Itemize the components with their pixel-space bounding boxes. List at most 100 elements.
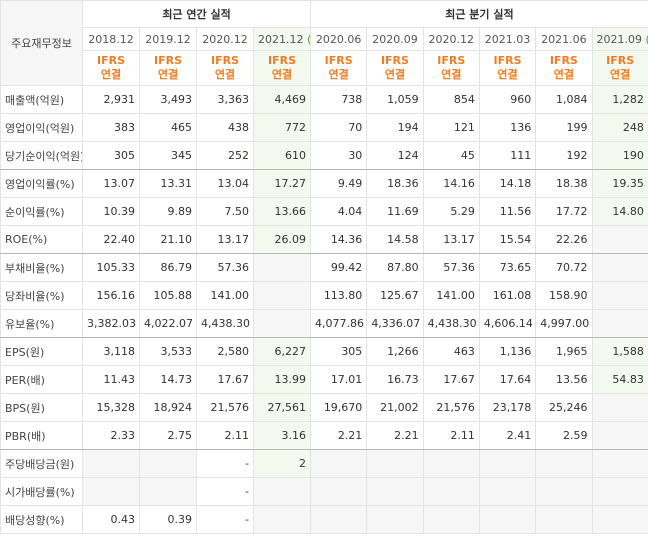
period-header: 2020.12	[196, 27, 254, 51]
value-cell: 15.54	[478, 225, 537, 254]
value-cell	[535, 505, 593, 534]
value-cell: 199	[535, 113, 593, 142]
basis-label: IFRS	[268, 54, 296, 67]
value-cell	[591, 309, 648, 338]
row-label: 영업이익(억원)	[0, 113, 83, 142]
value-cell	[591, 505, 648, 534]
value-cell: 22.40	[82, 225, 140, 254]
row-label: 당좌비율(%)	[0, 281, 83, 310]
value-cell: 105.33	[82, 253, 140, 282]
value-cell	[422, 449, 480, 478]
basis-label: 연결	[384, 68, 406, 81]
basis-label: 연결	[157, 68, 179, 81]
value-cell: 13.31	[139, 169, 197, 198]
value-cell: 3,382.03	[82, 309, 140, 338]
value-cell	[310, 505, 368, 534]
period-label: 2018.12	[88, 32, 134, 46]
value-cell: 4,997.00	[535, 309, 593, 338]
basis-label: IFRS	[324, 54, 353, 67]
basis-header: IFRS 연결	[139, 50, 197, 86]
value-cell: 14.16	[422, 169, 480, 198]
basis-label: 연결	[328, 68, 349, 81]
value-cell: 25,246	[535, 393, 593, 422]
row-label: 당기순이익(억원)	[0, 141, 83, 170]
value-cell: 2.33	[82, 421, 140, 450]
value-cell: 960	[478, 85, 537, 114]
value-cell: 13.56	[535, 365, 593, 394]
period-header: 2018.12	[82, 27, 140, 51]
data-row: 매출액(억원) 2,931 3,493 3,363 4,469 738 1,059 854 96…	[0, 85, 648, 114]
value-cell: 7.50	[196, 197, 254, 226]
data-row: 당좌비율(%) 156.16 105.88 141.00 113.80 125.67 141…	[0, 281, 648, 310]
value-cell	[591, 253, 648, 282]
value-cell: 21,002	[366, 393, 424, 422]
row-label: 시가배당률(%)	[0, 477, 83, 506]
value-cell: 57.36	[422, 253, 480, 282]
value-cell: 9.89	[139, 197, 197, 226]
value-cell	[591, 449, 648, 478]
value-cell: -	[196, 449, 254, 478]
value-cell: 57.36	[196, 253, 254, 282]
value-cell: 73.65	[478, 253, 537, 282]
value-cell: 21,576	[422, 393, 480, 422]
row-label: BPS(원)	[0, 393, 83, 422]
value-cell: 13.17	[196, 225, 254, 254]
value-cell	[591, 281, 648, 310]
value-cell	[478, 505, 537, 534]
value-cell: 9.49	[310, 169, 368, 198]
data-row: 배당성향(%) 0.43 0.39-	[0, 505, 648, 534]
value-cell: 161.08	[478, 281, 537, 310]
period-label: 2021.09	[596, 32, 643, 46]
row-label: 주당배당금(원)	[0, 449, 83, 478]
group-header: 최근 분기 실적	[310, 0, 648, 28]
basis-label: IFRS	[606, 54, 635, 67]
value-cell: 438	[196, 113, 254, 142]
value-cell: 54.83	[591, 365, 648, 394]
value-cell: 14.58	[366, 225, 424, 254]
value-cell	[366, 449, 424, 478]
value-cell: 3,118	[82, 337, 140, 366]
value-cell: 190	[591, 141, 648, 170]
value-cell	[422, 505, 480, 534]
data-row: 순이익률(%) 10.39 9.89 7.50 13.66 4.04 11.69 5.29 11…	[0, 197, 648, 226]
value-cell: 4,606.14	[478, 309, 537, 338]
value-cell: 17.67	[196, 365, 254, 394]
basis-header: IFRS 연결	[478, 50, 537, 86]
data-row: 주당배당금(원) -2	[0, 449, 648, 478]
basis-label: IFRS	[154, 54, 182, 67]
value-cell: 345	[139, 141, 197, 170]
value-cell: 19.35	[591, 169, 648, 198]
estimate-mark: (E)	[646, 33, 648, 46]
value-cell	[252, 281, 312, 310]
value-cell: 113.80	[310, 281, 368, 310]
value-cell: 17.27	[252, 169, 312, 198]
value-cell	[535, 477, 593, 506]
basis-row: IFRS 연결 IFRS 연결 IFRS 연결 IFRS 연결 IFRS 연결 IFRS 연결 IFRS…	[1, 50, 648, 86]
value-cell: 610	[252, 141, 312, 170]
row-label: 영업이익률(%)	[0, 169, 83, 198]
basis-header: IFRS 연결	[591, 50, 648, 86]
basis-header: IFRS 연결	[422, 50, 480, 86]
value-cell: 2.11	[422, 421, 480, 450]
value-cell: 141.00	[196, 281, 254, 310]
value-cell: 11.69	[366, 197, 424, 226]
value-cell: 23,178	[478, 393, 537, 422]
basis-label: 연결	[497, 68, 518, 81]
basis-label: IFRS	[97, 54, 125, 67]
value-cell: 26.09	[252, 225, 312, 254]
data-row: 당기순이익(억원) 305 345 252 610 30 124 45 111 192 190	[0, 141, 648, 170]
data-row: 영업이익률(%) 13.07 13.31 13.04 17.27 9.49 18.36 14.…	[0, 169, 648, 198]
period-header: 2021.03	[478, 27, 537, 51]
value-cell: -	[196, 505, 254, 534]
value-cell: 2.59	[535, 421, 593, 450]
value-cell: 3,533	[139, 337, 197, 366]
value-cell: 2.21	[310, 421, 368, 450]
value-cell: 13.07	[82, 169, 140, 198]
value-cell	[82, 449, 140, 478]
row-label: ROE(%)	[0, 225, 83, 254]
data-row: PER(배) 11.43 14.73 17.67 13.99 17.01 16.73 17.6…	[0, 365, 648, 394]
period-label: 2020.06	[315, 32, 362, 46]
value-cell: 4,438.30	[422, 309, 480, 338]
value-cell: 2	[252, 449, 312, 478]
value-cell: 4,469	[252, 85, 312, 114]
